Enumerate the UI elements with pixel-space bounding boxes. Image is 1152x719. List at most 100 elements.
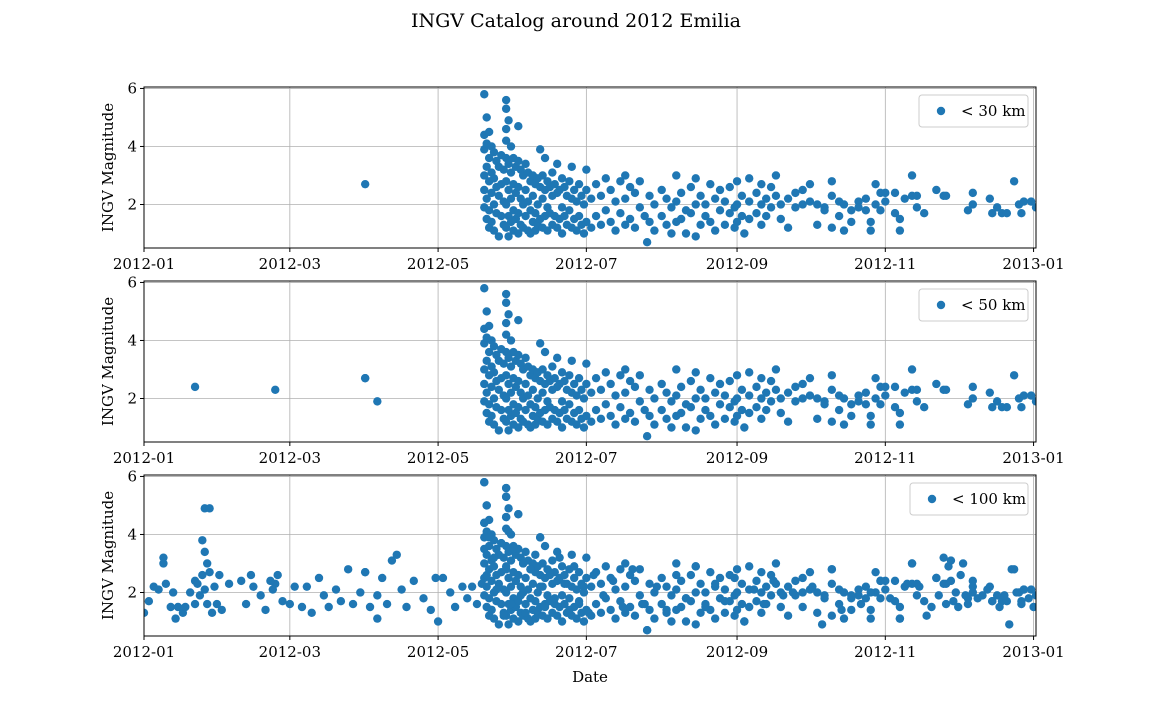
data-point [696,220,705,229]
data-point [798,588,807,597]
data-point [501,512,511,522]
data-point [691,200,700,209]
data-point [657,211,666,221]
data-point [635,203,645,212]
data-point [579,582,589,591]
y-tick-label: 6 [127,273,137,291]
x-tick-label: 2012-07 [555,643,617,661]
data-point [854,203,863,212]
data-point [557,423,567,432]
data-point [827,191,837,200]
data-point [521,159,530,169]
data-point [645,411,654,421]
data-point [484,321,494,331]
data-point [587,417,596,426]
data-point [732,371,742,380]
data-point [871,373,880,383]
data-point [686,208,696,218]
data-point [657,405,666,415]
data-point [190,599,200,609]
data-point [543,420,552,429]
data-point [715,379,725,389]
data-point [983,585,992,594]
data-point [771,191,781,200]
data-point [185,588,195,597]
data-point [720,585,730,594]
x-tick-label: 2012-01 [113,643,175,661]
data-point [582,217,591,227]
data-point [480,518,489,528]
data-point [645,217,654,227]
data-point [762,582,771,591]
data-point [881,188,890,198]
data-point [813,220,822,229]
y-tick-label: 6 [127,467,137,485]
data-point [696,414,705,423]
data-point [820,206,829,215]
data-point [876,400,885,409]
data-point [691,394,700,403]
data-point [798,394,807,403]
data-point [190,382,200,392]
data-point [701,394,710,403]
data-point [710,226,720,235]
data-point [667,229,676,238]
data-point [560,579,569,588]
data-point [667,203,676,212]
data-point [402,602,411,612]
data-point [601,174,610,183]
data-point [499,165,508,174]
data-point [506,336,516,345]
data-point [744,368,754,377]
data-point [611,197,620,206]
data-point [582,165,591,174]
data-point [771,171,781,180]
data-point [621,559,630,568]
data-point [550,179,559,189]
data-point [484,153,494,163]
data-point [504,379,513,389]
data-point [720,596,730,606]
legend-label: < 50 km [961,296,1026,314]
data-point [752,402,761,412]
data-point [1019,585,1029,594]
data-point [574,211,584,221]
data-point [480,379,489,389]
data-point [737,211,747,221]
data-point [514,156,523,166]
data-point [601,206,610,215]
data-point [572,197,581,206]
x-tick-label: 2012-03 [259,255,321,273]
legend: < 100 km [909,482,1029,516]
data-point [545,567,555,577]
data-point [482,194,491,203]
data-point [528,191,538,200]
data-point [776,394,785,403]
data-point [737,599,747,609]
data-point [1019,197,1029,206]
legend-label: < 100 km [952,490,1026,508]
data-point [574,596,584,606]
data-point [477,579,487,588]
data-point [871,394,880,403]
data-point [776,200,785,209]
data-point [676,602,686,612]
data-point [482,501,491,510]
data-point [572,391,581,400]
data-point [324,602,333,612]
data-point [266,576,275,586]
data-point [672,391,681,400]
data-point [249,582,258,591]
y-axis-label: INGV Magnitude [99,297,117,426]
data-point [587,388,596,397]
data-point [528,579,538,588]
data-point [676,214,686,224]
data-point [618,602,628,612]
data-point [484,206,494,215]
data-point [710,388,720,397]
data-point [963,206,973,215]
data-point [805,567,815,577]
data-point [992,203,1002,212]
data-point [560,182,569,192]
